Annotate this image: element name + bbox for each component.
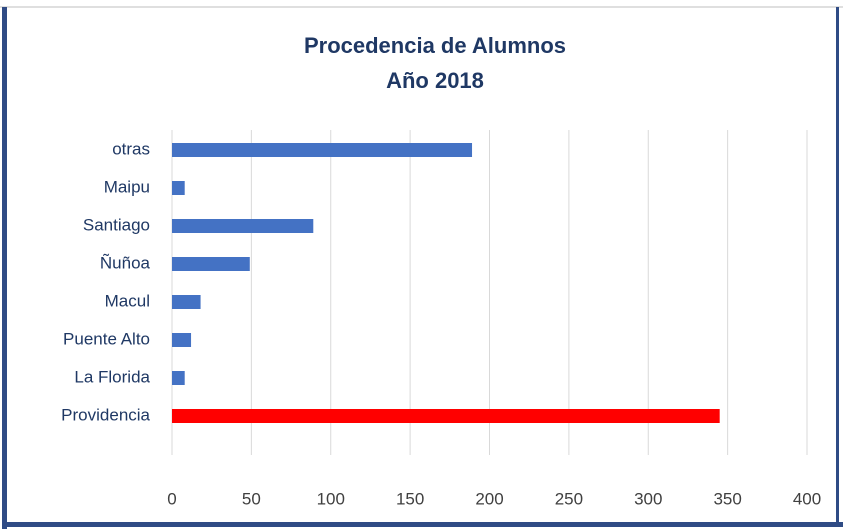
x-tick-label: 250	[555, 489, 583, 508]
y-tick-label: Maipu	[104, 177, 150, 196]
y-tick-label: Providencia	[61, 405, 150, 424]
chart-title: Procedencia de Alumnos	[304, 33, 566, 58]
frame-bottom	[2, 522, 843, 527]
y-tick-label: Puente Alto	[63, 329, 150, 348]
bar	[172, 409, 720, 423]
y-tick-label: Ñuñoa	[100, 253, 151, 272]
y-tick-label: Macul	[105, 291, 150, 310]
frame-left	[2, 7, 7, 529]
x-tick-label: 300	[634, 489, 662, 508]
x-tick-label: 100	[317, 489, 345, 508]
x-tick-label: 150	[396, 489, 424, 508]
bar	[172, 181, 185, 195]
chart-subtitle: Año 2018	[386, 68, 484, 93]
bar	[172, 295, 201, 309]
x-tick-label: 0	[167, 489, 176, 508]
frame-right	[836, 7, 839, 527]
bar	[172, 371, 185, 385]
x-tick-label: 350	[713, 489, 741, 508]
x-tick-label: 200	[475, 489, 503, 508]
y-tick-label: La Florida	[74, 367, 150, 386]
x-tick-label: 400	[793, 489, 821, 508]
y-tick-label: Santiago	[83, 215, 150, 234]
bar	[172, 143, 473, 157]
y-tick-label: otras	[112, 139, 150, 158]
bar	[172, 219, 314, 233]
x-tick-label: 50	[242, 489, 261, 508]
bar	[172, 333, 192, 347]
bar	[172, 257, 250, 271]
